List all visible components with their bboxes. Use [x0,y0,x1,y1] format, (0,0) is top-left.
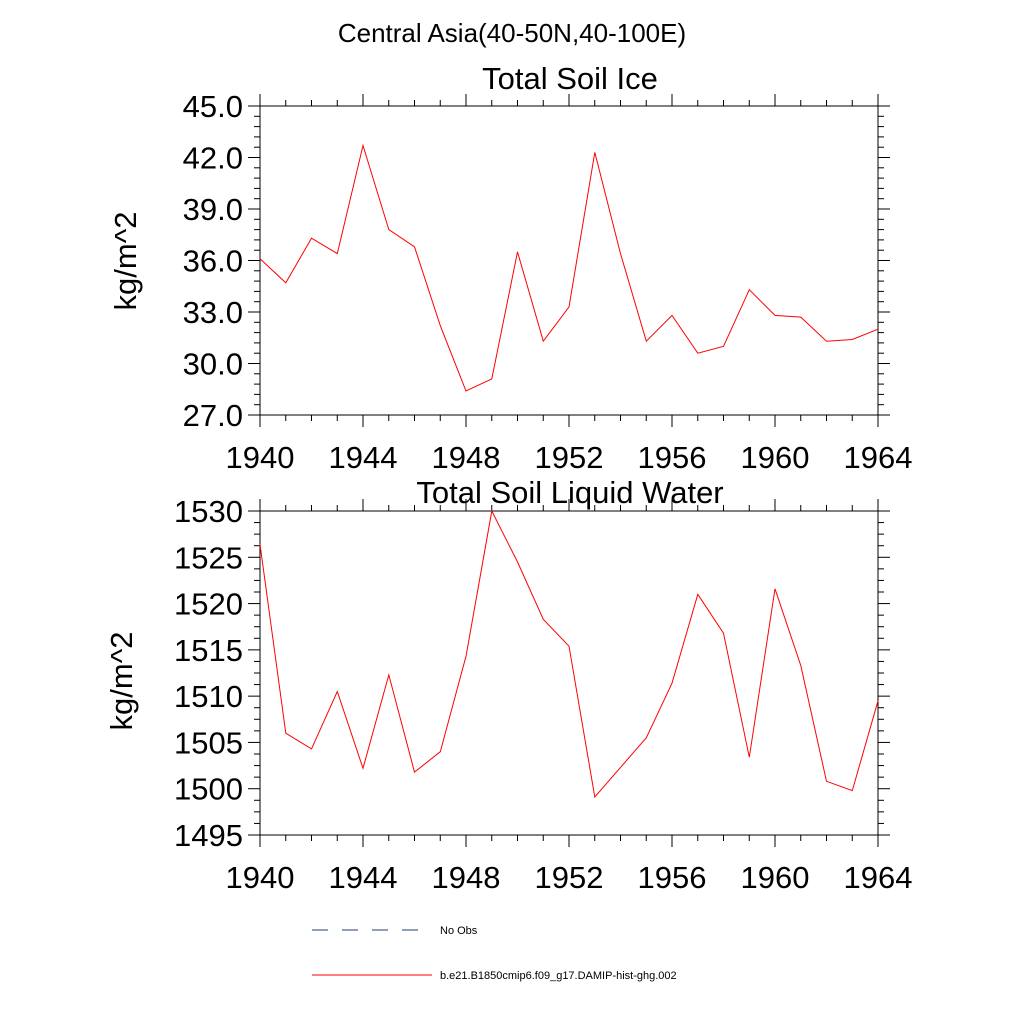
series-line [259,143,879,392]
y-tick-label: 1495 [174,818,243,853]
panel-title: Total Soil Liquid Water [416,475,723,510]
x-tick-label: 1964 [844,440,913,475]
x-tick-label: 1956 [638,440,707,475]
y-tick-label: 1530 [174,494,243,529]
y-tick-label: 1525 [174,540,243,575]
y-tick-label: 30.0 [183,347,243,382]
y-tick-label: 1515 [174,633,243,668]
x-tick-label: 1948 [432,440,501,475]
x-tick-label: 1952 [535,860,604,895]
y-tick-label: 1505 [174,725,243,760]
y-tick-label: 42.0 [183,141,243,176]
x-tick-label: 1952 [535,440,604,475]
series-lines [259,509,879,799]
x-tick-labels: 1940 1944 1948 1952 1956 1960 1964 [226,440,913,475]
y-tick-label: 1520 [174,587,243,622]
x-tick-label: 1960 [741,440,810,475]
x-tick-label: 1940 [226,440,295,475]
axis-ticks [248,499,890,847]
x-tick-label: 1964 [844,860,913,895]
y-tick-labels: 27.0 30.0 33.0 36.0 39.0 42.0 45.0 [183,89,243,433]
legend-entry-no-obs: No Obs [312,925,478,937]
x-tick-label: 1948 [432,860,501,895]
x-tick-label: 1956 [638,860,707,895]
series-line [259,509,879,799]
series-lines [259,143,879,392]
y-tick-label: 36.0 [183,244,243,279]
panel-total-soil-liquid-water: Total Soil Liquid Water kg/m^2 1940 1944 1… [104,475,912,895]
x-tick-label: 1940 [226,860,295,895]
legend-label: No Obs [440,925,478,937]
y-tick-label: 1500 [174,772,243,807]
y-tick-labels: 1495 1500 1505 1510 1515 1520 1525 1530 [174,494,243,853]
x-tick-labels: 1940 1944 1948 1952 1956 1960 1964 [226,860,913,895]
y-axis-label: kg/m^2 [104,632,139,731]
y-tick-label: 1510 [174,679,243,714]
x-tick-label: 1960 [741,860,810,895]
legend-label: b.e21.B1850cmip6.f09_g17.DAMIP-hist-ghg.… [440,970,677,982]
legend-entry-model: b.e21.B1850cmip6.f09_g17.DAMIP-hist-ghg.… [312,970,677,982]
y-tick-label: 39.0 [183,192,243,227]
x-tick-label: 1944 [329,860,398,895]
y-axis-label: kg/m^2 [108,212,143,311]
panel-total-soil-ice: Total Soil Ice kg/m^2 1940 1944 1948 1952 19… [108,61,912,475]
y-tick-label: 33.0 [183,295,243,330]
figure-suptitle: Central Asia(40-50N,40-100E) [338,18,686,48]
panel-title: Total Soil Ice [482,61,658,96]
axis-ticks [248,94,890,427]
y-tick-label: 45.0 [183,89,243,124]
plot-frame [259,510,879,836]
x-tick-label: 1944 [329,440,398,475]
legend: No Obs b.e21.B1850cmip6.f09_g17.DAMIP-hi… [312,925,677,982]
y-tick-label: 27.0 [183,398,243,433]
plot-frame [259,105,879,416]
